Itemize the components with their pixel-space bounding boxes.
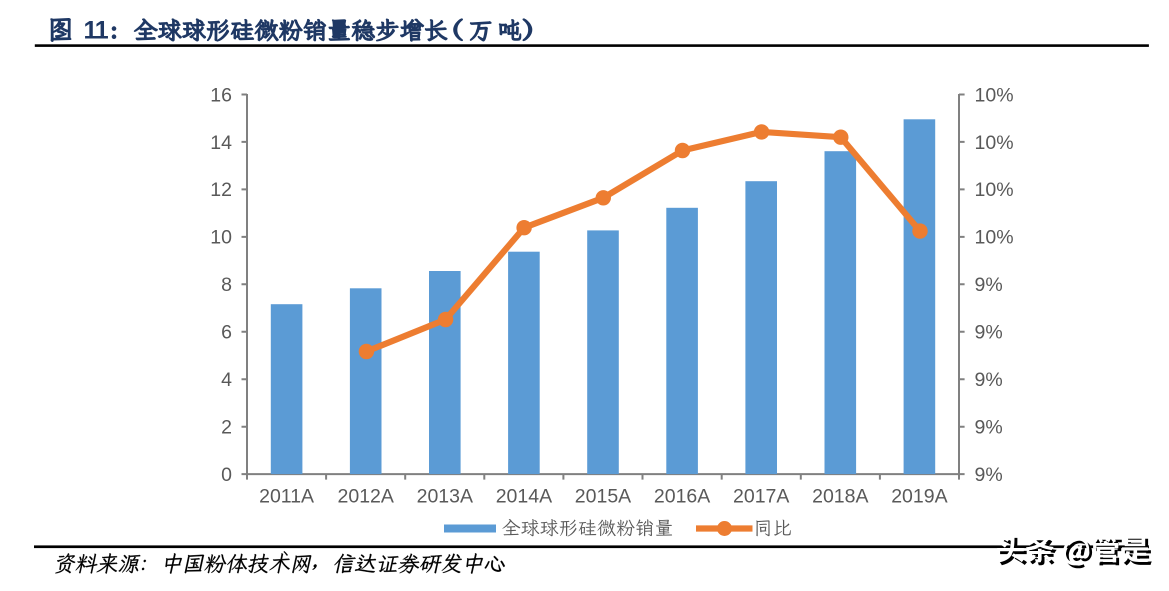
svg-text:2012A: 2012A (338, 486, 394, 508)
svg-text:9%: 9% (975, 274, 1003, 296)
svg-text:2018A: 2018A (812, 486, 868, 508)
svg-text:10: 10 (210, 227, 232, 249)
svg-text:10%: 10% (975, 179, 1014, 201)
svg-text:11: 11 (84, 17, 109, 45)
svg-text:9%: 9% (975, 369, 1003, 391)
svg-text:16: 16 (210, 84, 232, 106)
svg-text:12: 12 (210, 179, 232, 201)
svg-text:10%: 10% (975, 227, 1014, 249)
svg-text:10%: 10% (975, 132, 1014, 154)
svg-text:2011A: 2011A (259, 486, 314, 508)
svg-text:2015A: 2015A (575, 486, 631, 508)
svg-text:10%: 10% (975, 84, 1014, 106)
svg-text:9%: 9% (975, 322, 1003, 344)
svg-text:2014A: 2014A (496, 486, 552, 508)
svg-text:6: 6 (221, 322, 232, 344)
svg-text:14: 14 (210, 132, 232, 154)
svg-text:2: 2 (221, 417, 232, 439)
svg-text:9%: 9% (975, 417, 1003, 439)
svg-text:9%: 9% (975, 464, 1003, 486)
svg-text:2016A: 2016A (654, 486, 710, 508)
svg-text:0: 0 (221, 464, 232, 486)
svg-text:2017A: 2017A (733, 486, 789, 508)
svg-text:2019A: 2019A (891, 486, 947, 508)
svg-text:8: 8 (221, 274, 232, 296)
svg-text:4: 4 (221, 369, 232, 391)
svg-text:2013A: 2013A (417, 486, 473, 508)
